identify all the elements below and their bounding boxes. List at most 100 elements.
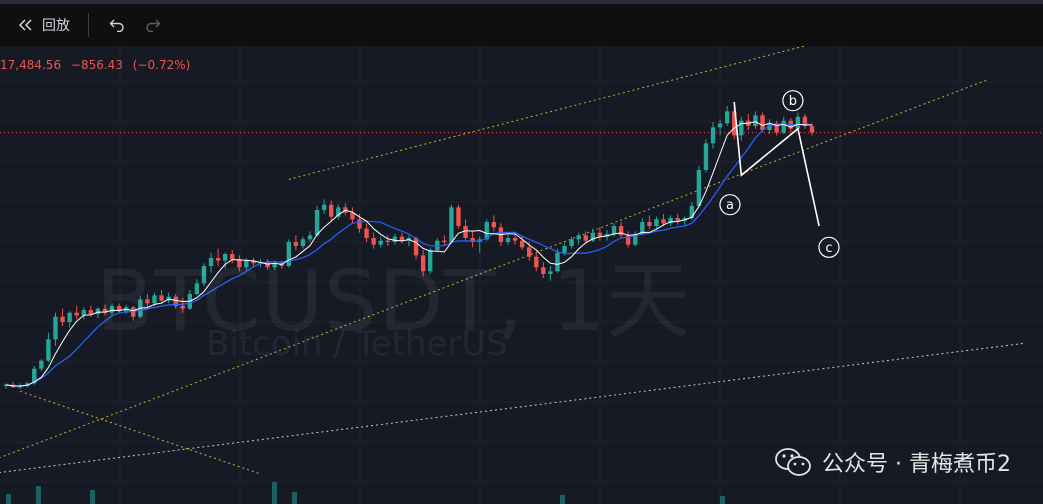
candle-body xyxy=(802,116,808,126)
replay-button[interactable]: 回放 xyxy=(0,4,82,46)
candlestick-chart: a b c xyxy=(0,46,1043,504)
volume-bar xyxy=(272,482,277,504)
candle-body xyxy=(364,228,369,238)
undo-button[interactable] xyxy=(99,4,135,46)
candle-body xyxy=(760,115,765,130)
candle-body xyxy=(314,210,320,236)
trend-lines xyxy=(0,46,1025,475)
candle-body xyxy=(519,240,525,248)
candle-body xyxy=(251,260,256,264)
wave-path xyxy=(733,101,820,227)
candle-body xyxy=(710,127,716,144)
candle-body xyxy=(428,250,433,272)
wave-label-circle xyxy=(782,90,804,112)
candle-body xyxy=(39,360,44,369)
candle-body xyxy=(46,339,51,361)
candle-body xyxy=(286,242,291,266)
volume-bar xyxy=(6,494,11,504)
moving-averages xyxy=(5,121,813,387)
redo-button[interactable] xyxy=(135,4,171,46)
wave-label-a: a xyxy=(726,198,734,213)
candle-body xyxy=(81,310,86,316)
candle-body xyxy=(3,384,9,386)
candle-body xyxy=(109,306,115,313)
replay-icon xyxy=(18,19,32,31)
watermark-name: Bitcoin / TetherUS xyxy=(206,324,508,364)
wave-label-circle xyxy=(818,236,840,258)
candle-body xyxy=(767,123,772,130)
volume-bars xyxy=(6,482,725,504)
candle-body xyxy=(781,120,786,133)
candle-body xyxy=(534,256,539,268)
candle-body xyxy=(222,254,228,261)
candle-body xyxy=(32,368,37,384)
candle-body xyxy=(102,308,108,313)
candle-body xyxy=(357,219,362,229)
volume-bar xyxy=(720,496,725,504)
channel-upper-line xyxy=(288,46,807,180)
candle-body xyxy=(307,235,313,240)
candle-body xyxy=(583,235,588,241)
candle-body xyxy=(159,295,164,301)
candle-body xyxy=(512,238,518,241)
wave-annotations: a b c xyxy=(719,90,840,258)
chart-area[interactable]: a b c BTCUSDT, 1天 Bitcoin / TetherUS 17,48… xyxy=(0,46,1043,504)
candle-body xyxy=(399,236,405,241)
toolbar-divider xyxy=(88,13,89,37)
candle-body xyxy=(562,246,567,253)
candle-body xyxy=(67,312,72,322)
candle-body xyxy=(201,266,207,284)
candle-body xyxy=(505,238,511,242)
candle-body xyxy=(597,232,603,237)
candles xyxy=(3,106,815,389)
candle-body xyxy=(753,115,758,126)
candle-body xyxy=(329,204,334,217)
candle-body xyxy=(654,219,659,226)
candle-body xyxy=(116,306,122,312)
ma-slow-line xyxy=(5,123,813,387)
candle-body xyxy=(541,267,546,274)
candle-body xyxy=(371,238,376,245)
ma-fast-line xyxy=(5,121,812,387)
replay-toolbar: 回放 xyxy=(0,4,1043,46)
candle-body xyxy=(321,204,327,210)
candle-body xyxy=(449,207,454,242)
wave-label-circle xyxy=(719,194,741,216)
watermark-symbol: BTCUSDT, 1天 xyxy=(96,252,692,350)
candle-body xyxy=(88,310,94,314)
window-top-strip xyxy=(0,0,1043,4)
candle-body xyxy=(724,111,730,124)
candle-body xyxy=(208,258,214,266)
candle-body xyxy=(491,222,497,228)
candle-body xyxy=(548,271,553,274)
candle-body xyxy=(611,226,617,234)
candle-body xyxy=(152,295,157,304)
candle-body xyxy=(60,316,65,322)
candle-body xyxy=(74,312,79,316)
candle-body xyxy=(717,123,723,128)
candle-body xyxy=(392,236,398,242)
candle-body xyxy=(300,239,306,246)
replay-label: 回放 xyxy=(42,18,70,34)
candle-body xyxy=(484,222,489,240)
wave-label-b: b xyxy=(789,94,797,109)
candle-body xyxy=(739,120,744,136)
candle-body xyxy=(590,232,596,241)
last-price: 17,484.56 xyxy=(0,58,62,72)
wechat-icon xyxy=(775,448,811,476)
candle-body xyxy=(463,226,468,238)
candle-body xyxy=(732,111,737,136)
volume-bar xyxy=(560,495,565,504)
candle-body xyxy=(336,207,341,217)
candle-body xyxy=(795,116,801,129)
candle-body xyxy=(625,235,631,245)
candle-body xyxy=(17,386,23,388)
price-change: −856.43 xyxy=(70,58,123,72)
candle-body xyxy=(661,219,666,224)
candle-body xyxy=(696,170,702,206)
candle-body xyxy=(194,283,200,294)
candle-body xyxy=(145,299,150,304)
candle-body xyxy=(385,240,390,242)
candle-body xyxy=(180,306,185,309)
price-change-percent: (−0.72%) xyxy=(132,58,191,72)
